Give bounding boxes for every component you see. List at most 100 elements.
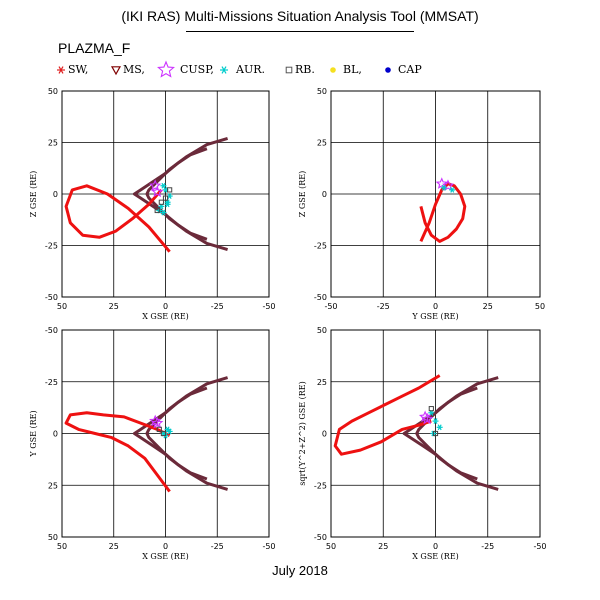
y-tick-label: -50	[314, 293, 327, 302]
marker-rb	[156, 426, 162, 432]
x-tick-label: -50	[262, 302, 275, 311]
marker-group-cusp	[435, 177, 455, 191]
y-axis-label: sqrt(Y^2+Z^2) GSE (RE)	[298, 381, 307, 486]
y-axis-label: Z GSE (RE)	[29, 171, 38, 217]
legend-item-sw: SW,	[57, 63, 88, 76]
footer-date: July 2018	[272, 563, 328, 578]
x-tick-label: 0	[163, 302, 168, 311]
marker-cusp	[441, 179, 455, 191]
y-tick-label: 50	[48, 533, 58, 542]
dot-icon	[330, 67, 336, 73]
x-tick-label: -50	[262, 542, 275, 551]
x-tick-label: -25	[211, 542, 224, 551]
x-tick-label: 25	[109, 542, 119, 551]
x-tick-label: 0	[433, 302, 438, 311]
x-tick-label: -25	[481, 542, 494, 551]
plot-area	[419, 177, 467, 243]
y-tick-label: -50	[314, 533, 327, 542]
legend-item-bl: BL,	[330, 63, 362, 76]
marker-cusp	[149, 179, 162, 191]
legend-label: AUR.	[235, 63, 265, 76]
marker-group-cusp	[149, 414, 164, 429]
plot-panel-1: 50 25 0 -25 -50 -50 -25 0 25 50 X GSE (RE) Z GSE (R…	[29, 87, 276, 321]
x-tick-label: 50	[57, 302, 67, 311]
y-tick-label: 0	[53, 430, 58, 439]
x-tick-label: -25	[211, 302, 224, 311]
orbit-series-sw	[64, 184, 171, 253]
square-icon	[285, 66, 293, 74]
marker-rb	[162, 195, 169, 201]
marker-cusp	[435, 177, 448, 189]
mission-label: PLAZMA_F	[58, 40, 131, 56]
y-tick-label: 25	[48, 139, 58, 148]
legend-item-ms: MS,	[110, 63, 145, 76]
y-tick-label: 50	[317, 326, 327, 335]
marker-rb	[432, 430, 439, 437]
x-tick-label: 0	[163, 542, 168, 551]
x-tick-label: 50	[57, 542, 67, 551]
orbit-series-sw	[333, 374, 441, 456]
x-axis-label: Y GSE (RE)	[411, 312, 458, 321]
title-underline	[186, 31, 414, 32]
boundary-curve-2	[402, 386, 478, 481]
plot-area	[333, 374, 499, 491]
y-tick-label: 50	[48, 87, 58, 96]
boundary-curve-2	[132, 386, 208, 481]
y-axis-label: Z GSE (RE)	[298, 171, 307, 217]
asterisk-icon	[57, 66, 65, 74]
x-tick-label: 25	[109, 302, 119, 311]
y-tick-label: 50	[317, 87, 327, 96]
x-tick-label: -50	[533, 542, 546, 551]
y-tick-label: -50	[45, 326, 58, 335]
y-tick-label: 0	[53, 190, 58, 199]
x-tick-label: 50	[326, 542, 336, 551]
legend: SW, MS, CUSP, AUR. RB. BL, CAP	[57, 60, 422, 78]
x-tick-label: 25	[483, 302, 493, 311]
legend-item-cap: CAP	[385, 63, 422, 76]
y-tick-label: -25	[314, 242, 327, 251]
plot-area	[64, 136, 229, 253]
plot-panel-4: 50 25 0 -25 -50 -50 -25 0 25 50 X GSE (RE) sqrt(Y^2…	[298, 326, 547, 560]
legend-label: MS,	[123, 63, 145, 76]
marker-rb	[154, 207, 160, 214]
page-title: (IKI RAS) Multi-Missions Situation Analy…	[121, 8, 479, 24]
marker-group-aur	[440, 184, 456, 193]
y-tick-label: -25	[314, 481, 327, 490]
y-tick-label: 0	[322, 190, 327, 199]
x-axis-label: X GSE (RE)	[142, 552, 189, 560]
legend-label: BL,	[343, 63, 362, 76]
marker-rb	[158, 199, 164, 205]
marker-rb	[160, 430, 167, 437]
marker-aur	[160, 209, 167, 216]
triangle-down-icon	[110, 66, 122, 76]
marker-aur	[449, 186, 456, 193]
x-tick-label: 25	[378, 542, 388, 551]
marker-rb	[167, 187, 173, 193]
y-tick-label: 25	[317, 139, 327, 148]
legend-item-cusp: CUSP,	[157, 60, 214, 78]
x-axis-label: X GSE (RE)	[142, 312, 189, 321]
y-tick-label: 25	[317, 378, 327, 387]
legend-item-rb: RB.	[285, 63, 315, 76]
x-tick-label: 50	[535, 302, 545, 311]
y-axis-label: Y GSE (RE)	[29, 410, 38, 457]
marker-aur	[164, 201, 171, 208]
legend-label: CAP	[398, 63, 422, 76]
legend-label: RB.	[295, 63, 315, 76]
marker-aur	[440, 184, 447, 191]
plot-panel-3: 50 25 0 -25 -50 50 25 0 -25 -50 X GSE (RE) Y GSE (R…	[29, 326, 276, 560]
plot-panel-2: -50 -25 0 25 50 -50 -25 0 25 50 Y GSE (RE) Z GSE (R…	[298, 87, 545, 321]
orbit-series-sw	[419, 182, 467, 243]
legend-label: SW,	[68, 63, 88, 76]
plot-area	[64, 376, 229, 493]
legend-label: CUSP,	[180, 63, 214, 76]
marker-rb	[428, 406, 434, 412]
marker-group-cusp	[418, 410, 434, 425]
asterisk-icon	[220, 66, 228, 74]
x-tick-label: -50	[324, 302, 337, 311]
y-tick-label: -25	[45, 242, 58, 251]
dot-icon	[385, 67, 391, 73]
marker-cusp	[151, 416, 164, 429]
marker-cusp	[421, 412, 434, 425]
